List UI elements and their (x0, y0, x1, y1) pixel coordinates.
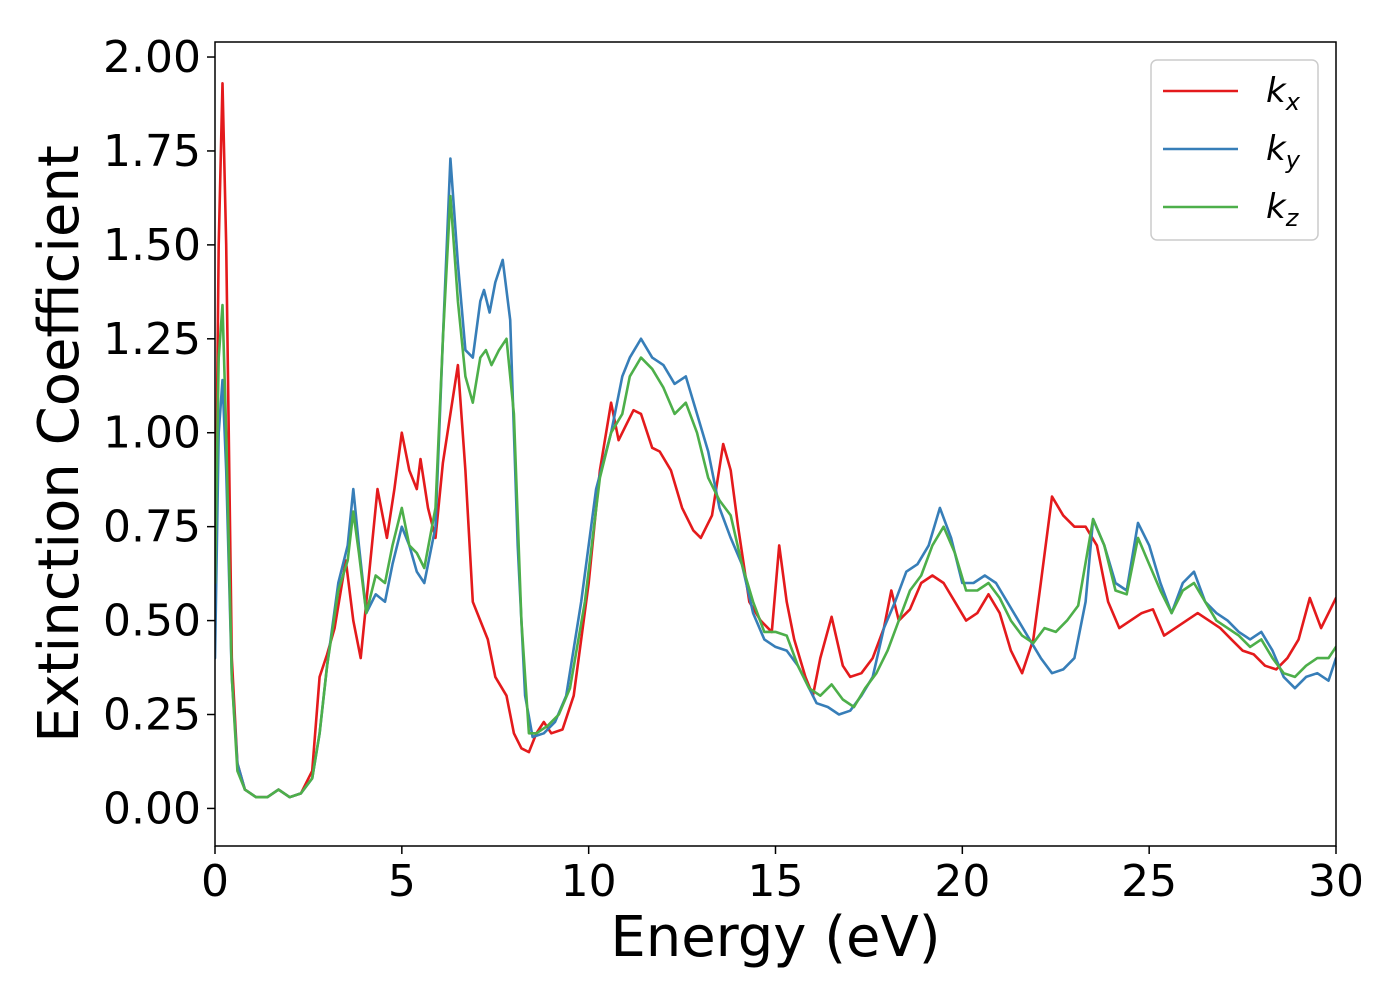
x-tick-label: 25 (1121, 856, 1177, 907)
series-line-kz (215, 194, 1336, 799)
y-tick-label: 0.75 (103, 502, 201, 553)
y-tick-label: 1.25 (103, 314, 201, 365)
y-tick-label: 2.00 (103, 32, 201, 83)
y-tick-label: 0.00 (103, 783, 201, 834)
y-tick-label: 0.25 (103, 690, 201, 741)
legend-label-kx: kx (1266, 71, 1301, 116)
legend-label-subscript: y (1285, 146, 1301, 174)
y-tick-label: 1.75 (103, 126, 201, 177)
legend-label-ky: ky (1266, 129, 1301, 174)
legend-label-base: k (1266, 71, 1287, 111)
x-axis: 0 5 10 15 20 25 30 (201, 846, 1364, 907)
x-axis-title: Energy (eV) (610, 905, 940, 970)
legend-label-base: k (1266, 129, 1287, 169)
legend-label-kz: kz (1266, 187, 1300, 232)
y-axis: 0.00 0.25 0.50 0.75 1.00 1.25 1.50 1.75 2.00 (103, 32, 215, 834)
x-tick-label: 5 (388, 856, 416, 907)
series-line-kx (215, 82, 1336, 799)
y-tick-label: 1.50 (103, 220, 201, 271)
y-tick-label: 0.50 (103, 596, 201, 647)
x-tick-label: 0 (201, 856, 229, 907)
x-tick-label: 30 (1308, 856, 1364, 907)
x-tick-label: 20 (934, 856, 990, 907)
legend-label-subscript: z (1285, 204, 1300, 232)
legend-label-subscript: x (1285, 88, 1301, 116)
series-line-ky (215, 157, 1336, 799)
y-axis-title: Extinction Coefficient (27, 145, 92, 743)
legend-label-base: k (1266, 187, 1287, 227)
plot-lines (215, 82, 1336, 799)
x-tick-label: 15 (748, 856, 804, 907)
y-tick-label: 1.00 (103, 408, 201, 459)
x-tick-label: 10 (561, 856, 617, 907)
